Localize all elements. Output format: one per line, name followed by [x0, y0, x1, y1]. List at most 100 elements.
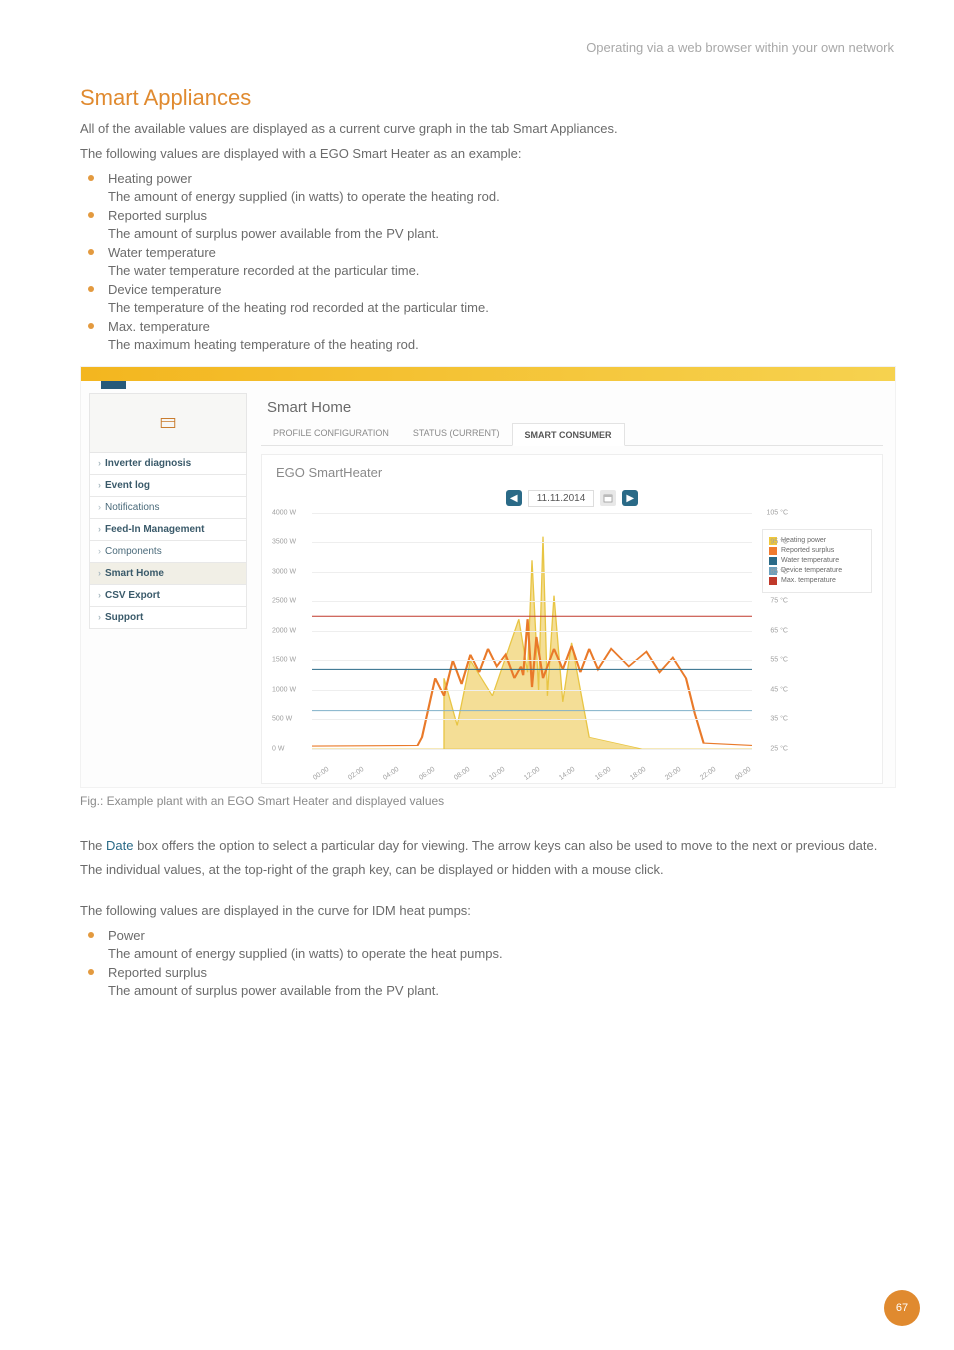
x-label: 00:00 — [734, 766, 752, 782]
bullet-dot — [88, 323, 94, 329]
bullet-dot — [88, 249, 94, 255]
after-2: The individual values, at the top-right … — [80, 860, 894, 881]
legend-label: Reported surplus — [781, 547, 834, 554]
y-left-label: 1000 W — [272, 686, 296, 693]
screenshot-main: Smart Home PROFILE CONFIGURATIONSTATUS (… — [261, 393, 883, 779]
legend-swatch — [769, 557, 777, 565]
intro-2: The following values are displayed with … — [80, 144, 894, 165]
screenshot: Inverter diagnosisEvent logNotifications… — [80, 366, 896, 788]
y-left-label: 3500 W — [272, 539, 296, 546]
y-left-label: 0 W — [272, 745, 284, 752]
bullet-desc: The amount of energy supplied (in watts)… — [108, 946, 894, 961]
legend-item[interactable]: Water temperature — [769, 557, 865, 565]
y-right-label: 25 °C — [770, 745, 788, 752]
y-right-label: 95 °C — [770, 539, 788, 546]
x-axis-labels: 00:0002:0004:0006:0008:0010:0012:0014:00… — [312, 776, 752, 783]
bullet-title: Heating power — [108, 171, 894, 186]
y-left-label: 4000 W — [272, 509, 296, 516]
bullet-desc: The water temperature recorded at the pa… — [108, 263, 894, 278]
figure: Inverter diagnosisEvent logNotifications… — [80, 366, 894, 788]
sidebar-item[interactable]: Feed-In Management — [89, 519, 247, 541]
date-field[interactable]: 11.11.2014 — [528, 490, 595, 507]
chart-legend: Heating powerReported surplusWater tempe… — [756, 513, 872, 769]
chart: 00:0002:0004:0006:0008:0010:0012:0014:00… — [272, 513, 756, 769]
y-right-label: 85 °C — [770, 568, 788, 575]
prev-date-button[interactable]: ◀ — [506, 490, 522, 506]
bullet-dot — [88, 212, 94, 218]
bullet-dot — [88, 175, 94, 181]
screenshot-top-bar — [81, 367, 895, 381]
bullet-desc: The amount of surplus power available fr… — [108, 983, 894, 998]
section-title: Smart Appliances — [80, 85, 894, 111]
bullet-desc: The maximum heating temperature of the h… — [108, 337, 894, 352]
tab[interactable]: PROFILE CONFIGURATION — [261, 422, 401, 445]
screenshot-corner — [101, 381, 126, 389]
legend-item[interactable]: Reported surplus — [769, 547, 865, 555]
sidebar-item[interactable]: Event log — [89, 475, 247, 497]
x-label: 02:00 — [347, 766, 365, 782]
bullet-title: Power — [108, 928, 894, 943]
bullet-item: Max. temperature The maximum heating temp… — [80, 319, 894, 352]
calendar-icon[interactable] — [600, 490, 616, 506]
logo-icon — [159, 414, 177, 432]
bullet-dot — [88, 286, 94, 292]
x-label: 14:00 — [558, 766, 576, 782]
x-label: 00:00 — [312, 766, 330, 782]
screenshot-panel: EGO SmartHeater ◀ 11.11.2014 ▶ 00:0002:0… — [261, 454, 883, 784]
date-bar: ◀ 11.11.2014 ▶ — [272, 490, 872, 507]
bullet-list-1: Heating powerThe amount of energy suppli… — [80, 171, 894, 352]
y-left-label: 2500 W — [272, 598, 296, 605]
legend-swatch — [769, 577, 777, 585]
sidebar-item[interactable]: Components — [89, 541, 247, 563]
sidebar-item[interactable]: Support — [89, 607, 247, 629]
bullet-title: Max. temperature — [108, 319, 894, 334]
bullet-desc: The amount of surplus power available fr… — [108, 226, 894, 241]
sidebar-item[interactable]: CSV Export — [89, 585, 247, 607]
after1-post: box offers the option to select a partic… — [133, 838, 877, 853]
legend-swatch — [769, 547, 777, 555]
bullet-item: Device temperature The temperature of the… — [80, 282, 894, 315]
sidebar: Inverter diagnosisEvent logNotifications… — [89, 393, 247, 629]
legend-label: Max. temperature — [781, 577, 836, 584]
y-right-label: 75 °C — [770, 598, 788, 605]
figure-caption: Fig.: Example plant with an EGO Smart He… — [80, 794, 894, 808]
heating-area — [312, 536, 752, 748]
sidebar-item[interactable]: Notifications — [89, 497, 247, 519]
date-word: Date — [106, 838, 133, 853]
after-3: The following values are displayed in th… — [80, 901, 894, 922]
sidebar-item[interactable]: Inverter diagnosis — [89, 453, 247, 475]
bullet-list-2: Power The amount of energy supplied (in w… — [80, 928, 894, 998]
bullet-title: Water temperature — [108, 245, 894, 260]
legend-label: Water temperature — [781, 557, 839, 564]
x-label: 10:00 — [488, 766, 506, 782]
bullet-title: Reported surplus — [108, 965, 894, 980]
x-label: 04:00 — [382, 766, 400, 782]
screenshot-title: Smart Home — [267, 399, 883, 416]
tab[interactable]: STATUS (CURRENT) — [401, 422, 512, 445]
after1-pre: The — [80, 838, 106, 853]
y-left-label: 3000 W — [272, 568, 296, 575]
legend-item[interactable]: Max. temperature — [769, 577, 865, 585]
screenshot-tabs: PROFILE CONFIGURATIONSTATUS (CURRENT)SMA… — [261, 422, 883, 446]
y-right-label: 55 °C — [770, 657, 788, 664]
y-right-label: 35 °C — [770, 716, 788, 723]
intro-1: All of the available values are displaye… — [80, 119, 894, 140]
sidebar-menu: Inverter diagnosisEvent logNotifications… — [89, 453, 247, 629]
bullet-dot — [88, 932, 94, 938]
legend-label: Device temperature — [781, 567, 842, 574]
y-right-label: 45 °C — [770, 686, 788, 693]
sidebar-item[interactable]: Smart Home — [89, 563, 247, 585]
bullet-title: Reported surplus — [108, 208, 894, 223]
tab[interactable]: SMART CONSUMER — [512, 423, 625, 446]
bullet-item: Reported surplus The amount of surplus po… — [80, 965, 894, 998]
x-label: 12:00 — [523, 766, 541, 782]
x-label: 20:00 — [664, 766, 682, 782]
x-label: 18:00 — [629, 766, 647, 782]
logo-box — [89, 393, 247, 453]
chart-wrap: 00:0002:0004:0006:0008:0010:0012:0014:00… — [272, 513, 872, 769]
bullet-title: Device temperature — [108, 282, 894, 297]
bullet-item: Power The amount of energy supplied (in w… — [80, 928, 894, 961]
bullet-item: Water temperature The water temperature r… — [80, 245, 894, 278]
bullet-desc: The temperature of the heating rod recor… — [108, 300, 894, 315]
next-date-button[interactable]: ▶ — [622, 490, 638, 506]
